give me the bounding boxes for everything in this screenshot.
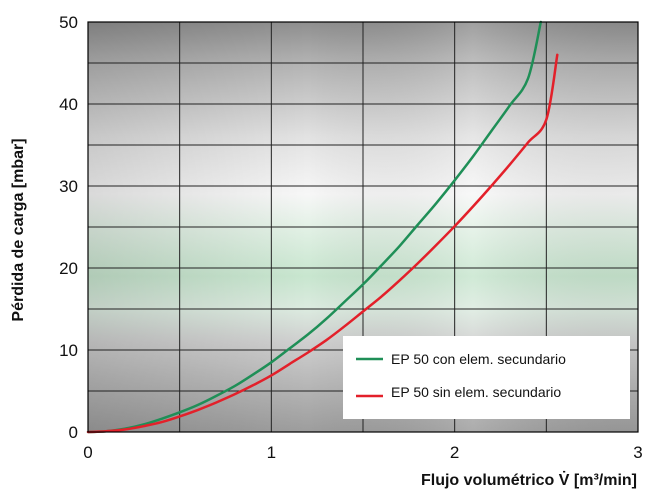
curves — [86, 20, 559, 434]
y-tick-label: 20 — [59, 259, 78, 278]
series-line-sin — [86, 53, 559, 434]
y-tick-label: 10 — [59, 341, 78, 360]
x-axis-title: Flujo volumétrico V̇ [m³/min] — [421, 471, 637, 489]
legend-label-con: EP 50 con elem. secundario — [391, 351, 566, 367]
plot-frame — [87, 21, 639, 433]
legend-label-sin: EP 50 sin elem. secundario — [391, 384, 561, 400]
y-tick-label: 30 — [59, 177, 78, 196]
y-tick-label: 40 — [59, 95, 78, 114]
y-tick-label: 50 — [59, 13, 78, 32]
x-tick-label: 2 — [450, 443, 459, 462]
y-tick-label: 0 — [69, 423, 78, 442]
legend: EP 50 con elem. secundario EP 50 sin ele… — [343, 336, 630, 419]
x-tick-label: 1 — [267, 443, 276, 462]
series-line-con — [86, 20, 543, 434]
y-axis-title: Pérdida de carga [mbar] — [10, 138, 27, 321]
x-tick-label: 0 — [83, 443, 92, 462]
x-tick-label: 3 — [633, 443, 642, 462]
legend-box — [343, 336, 630, 419]
